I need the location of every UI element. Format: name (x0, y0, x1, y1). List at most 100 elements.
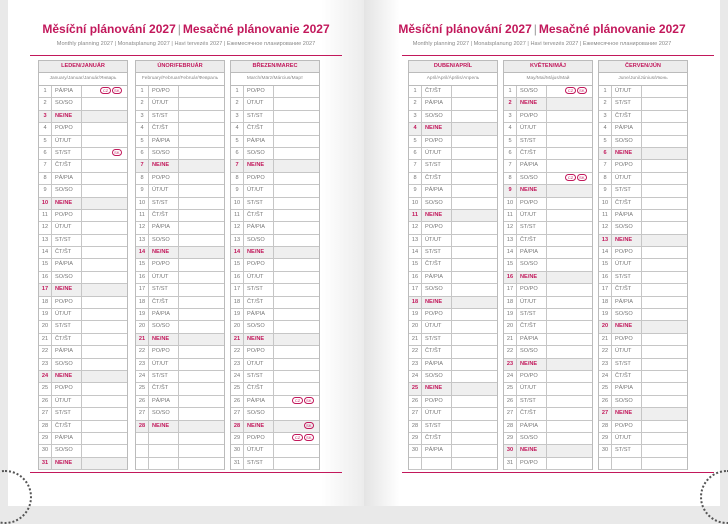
notes-cell (642, 272, 687, 283)
page-title: Měsíční plánování 2027 | Mesačné plánovani… (42, 22, 330, 36)
weekday-label: ÚT/UT (244, 445, 274, 457)
day-number: 18 (504, 296, 517, 309)
day-row: 15 PO/PO (136, 259, 224, 272)
notes-cell (452, 445, 497, 456)
day-row: 29 ČT/ŠT (409, 432, 497, 446)
day-number: 21 (231, 333, 244, 346)
day-row: 1 PÁ/PIA CZ SK (39, 86, 127, 99)
day-number: 20 (39, 321, 52, 333)
notes-cell (179, 136, 224, 147)
notes-cell (179, 222, 224, 233)
weekday-label: ST/ST (517, 135, 547, 147)
notes-cell (179, 160, 224, 171)
weekday-label: ČT/ŠT (422, 172, 452, 185)
weekday-label: PO/PO (244, 346, 274, 358)
notes-cell (547, 136, 592, 147)
day-row: 16 PÁ/PIA (409, 271, 497, 285)
notes-cell (452, 86, 497, 97)
notes-cell (547, 247, 592, 258)
notes-cell (179, 235, 224, 246)
day-number: 4 (599, 123, 612, 135)
day-row: 20 ST/ST (39, 321, 127, 334)
notes-cell (82, 173, 127, 184)
month-name: ČERVEN/JÚN (599, 61, 687, 73)
day-row: 18 NE/NE (409, 296, 497, 310)
notes-cell (642, 445, 687, 456)
weekday-label: ST/ST (422, 333, 452, 346)
weekday-label: ST/ST (244, 370, 274, 383)
day-row: 30 ÚT/UT (231, 445, 319, 458)
weekday-label: SO/SO (244, 147, 274, 160)
weekday-label: NE/NE (612, 147, 642, 160)
day-number: 27 (231, 408, 244, 420)
day-row: 25 NE/NE (409, 383, 497, 396)
notes-cell (452, 259, 497, 270)
day-row: 21 ČT/ŠT (39, 333, 127, 347)
day-row: 24 PO/PO (504, 370, 592, 384)
weekday-label: ST/ST (612, 271, 642, 284)
weekday-label: PO/PO (244, 86, 274, 98)
weekday-label: PÁ/PIA (52, 432, 82, 445)
weekday-label: PO/PO (422, 222, 452, 234)
notes-cell (179, 383, 224, 394)
notes-cell (642, 396, 687, 407)
notes-cell (547, 235, 592, 246)
notes-cell (452, 222, 497, 233)
weekday-label: ČT/ŠT (612, 110, 642, 123)
holiday-badge-sk: SK (303, 421, 314, 429)
day-number: 28 (409, 420, 422, 432)
notes-cell (274, 86, 319, 97)
weekday-label: NE/NE (149, 420, 179, 432)
weekday-label: ST/ST (517, 395, 547, 408)
day-number: 12 (504, 222, 517, 234)
notes-cell: SK (82, 148, 127, 159)
day-row: 8 PO/PO (231, 172, 319, 186)
day-row: 17 ST/ST (136, 284, 224, 297)
notes-cell (642, 222, 687, 233)
notes-cell (82, 421, 127, 432)
day-number: 18 (136, 296, 149, 309)
day-number: 10 (504, 197, 517, 209)
day-row: 10 ST/ST (136, 197, 224, 210)
weekday-label: ÚT/UT (612, 432, 642, 445)
weekday-label: NE/NE (517, 445, 547, 457)
notes-cell: CZ SK (547, 86, 592, 97)
day-row: 14 PO/PO (599, 247, 687, 260)
day-number: 30 (599, 445, 612, 457)
weekday-label: NE/NE (244, 333, 274, 346)
day-row: 21 PÁ/PIA (504, 333, 592, 347)
month-name: KVĚTEN/MÁJ (504, 61, 592, 73)
day-row: 24 ST/ST (231, 370, 319, 384)
day-row: 5 PÁ/PIA (136, 135, 224, 148)
day-row: 29 PÁ/PIA (39, 432, 127, 446)
day-row: 6 SO/SO (136, 147, 224, 161)
day-number: 5 (136, 135, 149, 147)
weekday-label: NE/NE (244, 247, 274, 259)
weekday-label: PO/PO (52, 123, 82, 135)
weekday-label: ÚT/UT (517, 383, 547, 395)
weekday-label: ST/ST (517, 222, 547, 234)
day-number: 8 (231, 172, 244, 185)
day-row: 3 ST/ST (136, 110, 224, 124)
notes-cell (547, 371, 592, 382)
day-row (136, 445, 224, 458)
day-number: 8 (409, 172, 422, 185)
weekday-label: ÚT/UT (52, 222, 82, 234)
day-number: 9 (409, 185, 422, 197)
day-number: 8 (504, 172, 517, 185)
weekday-label: SO/SO (149, 321, 179, 333)
notes-cell (82, 371, 127, 382)
weekday-label: PÁ/PIA (244, 395, 274, 408)
day-number: 26 (504, 395, 517, 408)
day-number: 7 (231, 160, 244, 172)
weekday-label: ÚT/UT (149, 271, 179, 284)
weekday-label: ÚT/UT (612, 86, 642, 98)
day-number: 4 (39, 123, 52, 135)
holiday-badge-sk: SK (111, 87, 122, 95)
holiday-badge-cz: CZ (565, 173, 576, 181)
day-number: 26 (409, 395, 422, 408)
notes-cell (274, 98, 319, 109)
notes-cell (547, 111, 592, 122)
day-row: 9 SO/SO (39, 185, 127, 198)
day-row: 19 SO/SO (599, 309, 687, 322)
